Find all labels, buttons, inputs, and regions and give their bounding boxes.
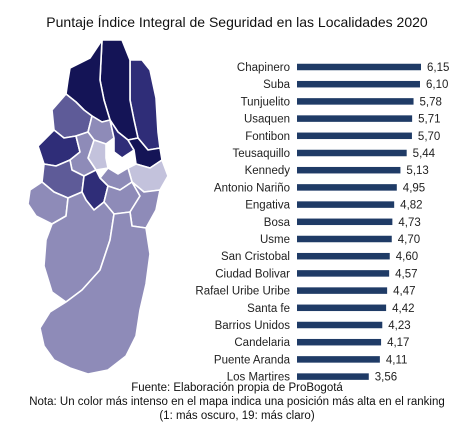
- bar: [297, 115, 413, 122]
- category-label: Suba: [263, 79, 290, 91]
- category-label: Kennedy: [245, 165, 291, 177]
- value-label: 6,15: [427, 62, 449, 74]
- value-label: 5,78: [420, 96, 442, 108]
- bar: [297, 98, 414, 105]
- bar: [297, 321, 383, 329]
- category-label: Los Martires: [227, 372, 291, 384]
- bar: [297, 218, 393, 226]
- bar: [297, 270, 390, 277]
- bar: [297, 252, 390, 260]
- bar: [297, 201, 395, 208]
- category-label: Usme: [260, 234, 290, 246]
- category-label: Chapinero: [237, 62, 290, 74]
- bar: [297, 373, 369, 380]
- value-label: 4,82: [400, 200, 422, 212]
- bar: [297, 235, 392, 243]
- chart-title: Puntaje Índice Integral de Seguridad en …: [46, 14, 428, 30]
- category-label: San Cristobal: [221, 251, 290, 263]
- value-label: 5,13: [406, 165, 428, 177]
- value-label: 4,60: [396, 251, 418, 263]
- category-label: Bosa: [264, 217, 291, 229]
- category-label: Teusaquillo: [232, 148, 290, 160]
- value-label: 6,10: [426, 79, 448, 91]
- value-label: 4,42: [392, 303, 414, 315]
- value-label: 3,56: [375, 372, 397, 384]
- value-label: 5,70: [418, 131, 440, 143]
- bar: [297, 304, 387, 312]
- category-label: Santa fe: [247, 303, 290, 315]
- value-label: 4,47: [393, 286, 415, 298]
- value-label: 4,23: [388, 320, 410, 332]
- category-label: Candelaria: [234, 337, 290, 349]
- bar: [297, 80, 420, 88]
- value-label: 4,95: [403, 182, 425, 194]
- category-label: Tunjuelito: [241, 96, 290, 108]
- bar: [297, 338, 382, 346]
- value-label: 4,17: [387, 337, 409, 349]
- bar: [297, 184, 397, 191]
- value-label: 4,57: [395, 268, 417, 280]
- category-label: Barrios Unidos: [215, 320, 291, 332]
- value-label: 4,73: [398, 217, 420, 229]
- category-label: Fontibon: [245, 131, 290, 143]
- color-note: Nota: Un color más intenso en el mapa in…: [29, 396, 445, 422]
- map-region-usme: [39, 211, 151, 375]
- category-label: Ciudad Bolivar: [215, 268, 290, 280]
- category-label: Engativa: [245, 200, 290, 212]
- bar: [297, 356, 380, 363]
- bar: [297, 63, 421, 71]
- category-label: Rafael Uribe Uribe: [195, 286, 290, 298]
- value-label: 4,11: [386, 354, 408, 366]
- footer: Fuente: Elaboración propia de ProBogotá …: [0, 381, 474, 423]
- category-label: Puente Aranda: [214, 354, 291, 366]
- bogota-localities-map: [27, 40, 169, 375]
- category-label: Antonio Nariño: [214, 182, 290, 194]
- bar: [297, 149, 407, 157]
- value-label: 5,44: [413, 148, 436, 160]
- category-label: Usaquen: [244, 114, 290, 126]
- bar: [297, 132, 412, 140]
- bar: [297, 287, 388, 294]
- value-label: 4,70: [398, 234, 420, 246]
- source-note: Fuente: Elaboración propia de ProBogotá: [131, 382, 343, 394]
- map-region-teusaquillo: [109, 119, 135, 159]
- bar: [297, 166, 401, 174]
- value-label: 5,71: [418, 114, 440, 126]
